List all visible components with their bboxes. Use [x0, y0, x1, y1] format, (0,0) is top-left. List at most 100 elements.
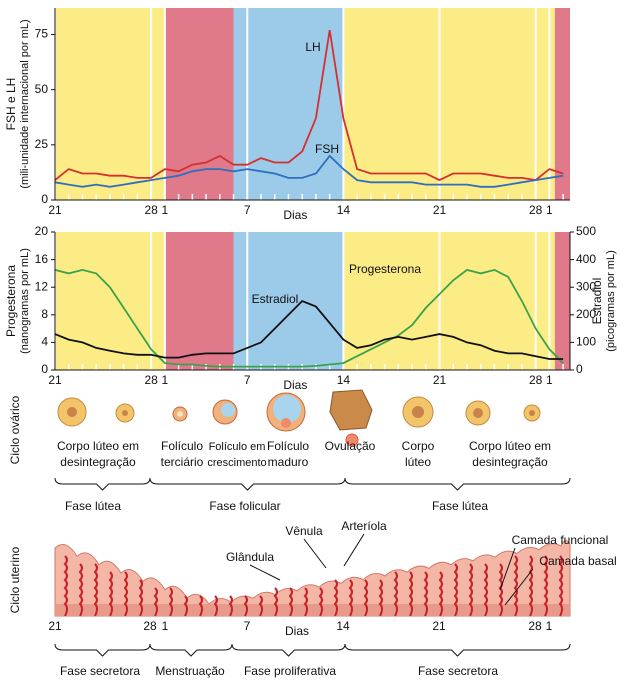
y2-axis-label: (picogramas por mL) — [605, 250, 617, 351]
x-axis-label: Dias — [283, 378, 307, 392]
spiral-artery — [153, 587, 158, 617]
uterine-axis-label: 21 — [432, 619, 446, 633]
x-tick-label: 21 — [48, 203, 62, 217]
pointer — [343, 533, 365, 567]
spiral-artery — [513, 555, 518, 617]
phase-brace — [344, 477, 571, 491]
annotation: Arteríola — [341, 519, 387, 533]
spiral-artery — [558, 555, 563, 617]
spiral-artery — [288, 587, 293, 617]
annotation: Vênula — [285, 524, 323, 538]
uterine-axis-label: 28 — [143, 619, 157, 633]
y2-tick-label: 400 — [576, 252, 596, 266]
spiral-artery — [483, 563, 488, 617]
corpus-core — [473, 408, 483, 418]
y-tick-label: 8 — [41, 307, 48, 321]
y2-axis-label: Estradiol — [590, 278, 604, 325]
follicle-core — [177, 411, 183, 417]
spiral-artery — [168, 587, 173, 617]
x-tick-label: 21 — [433, 203, 447, 217]
spiral-artery — [348, 579, 353, 617]
section-label: Ciclo uterino — [8, 546, 22, 613]
x-tick-label: 1 — [162, 373, 169, 387]
phase-label: Fase lútea — [65, 499, 121, 513]
spiral-artery — [303, 587, 308, 617]
y-tick-label: 12 — [35, 279, 49, 293]
spiral-artery — [318, 587, 323, 617]
basal-layer — [55, 604, 570, 616]
uterine-axis-label: 7 — [244, 619, 251, 633]
x-tick-label: 28 — [144, 373, 158, 387]
stage-label: Folículo — [267, 439, 309, 453]
stage-label: Ovulação — [325, 439, 376, 453]
uterine-axis-label: 21 — [48, 619, 62, 633]
y-axis-label: FSH e LH — [4, 78, 18, 131]
stage-label: maduro — [268, 455, 309, 469]
x-tick-label: 1 — [162, 203, 169, 217]
x-tick-label: 28 — [529, 203, 543, 217]
phase-band — [55, 232, 165, 370]
y-axis-label: (nanogramas por mL) — [19, 248, 31, 354]
x-tick-label: 14 — [337, 203, 351, 217]
phase-brace — [54, 643, 151, 657]
spiral-artery — [258, 595, 263, 617]
phase-label: Fase secretora — [418, 664, 498, 678]
stage-label: Folículo em — [209, 441, 266, 453]
section-label: Ciclo ovárico — [8, 395, 22, 464]
phase-band — [554, 8, 570, 200]
series-line — [54, 268, 564, 368]
stage-label: Folículo — [161, 439, 203, 453]
corpus-core — [122, 410, 128, 416]
uterine-axis-title: Dias — [285, 624, 309, 638]
stage-label: desintegração — [60, 455, 136, 469]
phase-band — [233, 8, 344, 200]
spiral-artery — [108, 571, 113, 617]
series-label: Estradiol — [252, 292, 299, 306]
y-tick-label: 4 — [41, 335, 48, 349]
phase-band — [343, 8, 555, 200]
spiral-artery — [213, 595, 218, 617]
stage-label: Corpo — [402, 439, 435, 453]
phase-band — [343, 232, 555, 370]
y-tick-label: 0 — [41, 192, 48, 206]
phase-brace — [344, 643, 571, 657]
corpus-core — [529, 410, 535, 416]
spiral-artery — [63, 555, 68, 617]
stage-label: crescimento — [207, 457, 266, 469]
phase-label: Fase proliferativa — [244, 664, 336, 678]
stage-label: lúteo — [405, 455, 431, 469]
spiral-artery — [408, 571, 413, 617]
x-tick-label: 28 — [144, 203, 158, 217]
pointer — [504, 568, 534, 606]
stage-label: desintegração — [472, 455, 548, 469]
corpus-core — [412, 406, 424, 418]
spiral-artery — [468, 563, 473, 617]
spiral-artery — [198, 595, 203, 617]
spiral-artery — [228, 595, 233, 617]
phase-label: Fase lútea — [432, 499, 488, 513]
spiral-artery — [453, 563, 458, 617]
spiral-artery — [123, 571, 128, 617]
oocyte — [345, 433, 359, 447]
spiral-artery — [363, 579, 368, 617]
x-tick-label: 28 — [529, 373, 543, 387]
pointer — [249, 564, 281, 581]
spiral-artery — [333, 579, 338, 617]
y-axis-label: Progesterona — [4, 265, 18, 337]
phase-brace — [149, 477, 346, 491]
uterine-axis-label: 1 — [162, 619, 169, 633]
pointer — [499, 547, 516, 591]
stage-label: Corpo lúteo em — [57, 439, 139, 453]
phase-brace — [54, 477, 151, 491]
series-line — [54, 29, 564, 182]
y2-tick-label: 0 — [576, 362, 583, 376]
x-tick-label: 1 — [546, 373, 553, 387]
spiral-artery — [138, 579, 143, 617]
x-tick-label: 1 — [546, 203, 553, 217]
annotation: Glândula — [226, 550, 274, 564]
y2-tick-label: 200 — [576, 307, 596, 321]
spiral-artery — [498, 563, 503, 617]
phase-band — [164, 232, 234, 370]
phase-band — [55, 8, 165, 200]
